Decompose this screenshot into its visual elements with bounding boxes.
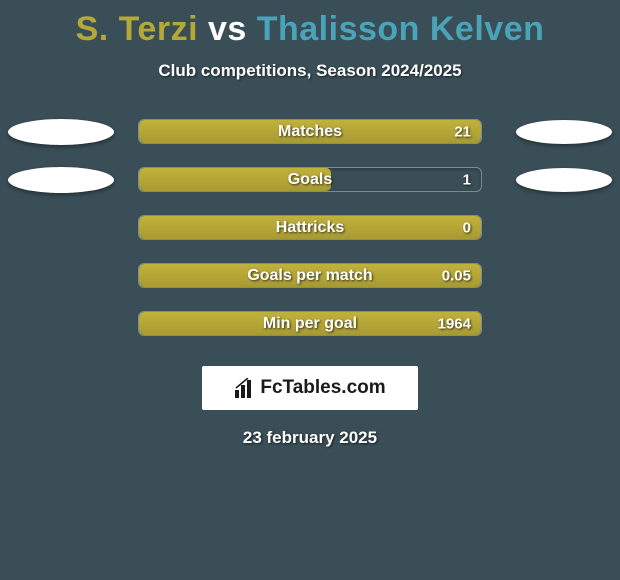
stat-value: 0.05 — [442, 267, 471, 284]
player1-value-ellipse — [8, 119, 114, 145]
stat-label: Hattricks — [276, 219, 344, 237]
comparison-title: S. Terzi vs Thalisson Kelven — [0, 0, 620, 49]
stat-value: 21 — [454, 123, 471, 140]
competition-subtitle: Club competitions, Season 2024/2025 — [0, 61, 620, 81]
stat-rows-container: Matches 21 Goals 1 Hattricks 0 Goals per match… — [0, 119, 620, 336]
stat-label: Min per goal — [263, 315, 357, 333]
stat-row: Matches 21 — [0, 119, 620, 144]
fctables-logo: FcTables.com — [202, 366, 418, 410]
stat-row: Hattricks 0 — [0, 215, 620, 240]
player1-name: S. Terzi — [76, 10, 198, 48]
logo-text: FcTables.com — [260, 377, 385, 399]
stat-label: Goals — [288, 171, 332, 189]
stat-bar: Goals 1 — [138, 167, 482, 192]
player2-name: Thalisson Kelven — [257, 10, 545, 48]
player2-value-ellipse — [516, 168, 612, 192]
player2-value-ellipse — [516, 120, 612, 144]
stat-bar: Min per goal 1964 — [138, 311, 482, 336]
stat-bar: Goals per match 0.05 — [138, 263, 482, 288]
fctables-bar-icon — [234, 378, 256, 398]
player1-value-ellipse — [8, 167, 114, 193]
stat-label: Goals per match — [247, 267, 372, 285]
snapshot-date: 23 february 2025 — [0, 428, 620, 448]
stat-row: Goals per match 0.05 — [0, 263, 620, 288]
stat-label: Matches — [278, 123, 342, 141]
stat-value: 1 — [463, 171, 471, 188]
stat-value: 1964 — [438, 315, 471, 332]
stat-value: 0 — [463, 219, 471, 236]
stat-row: Goals 1 — [0, 167, 620, 192]
stat-bar: Hattricks 0 — [138, 215, 482, 240]
vs-separator: vs — [198, 10, 257, 48]
stat-row: Min per goal 1964 — [0, 311, 620, 336]
stat-bar: Matches 21 — [138, 119, 482, 144]
